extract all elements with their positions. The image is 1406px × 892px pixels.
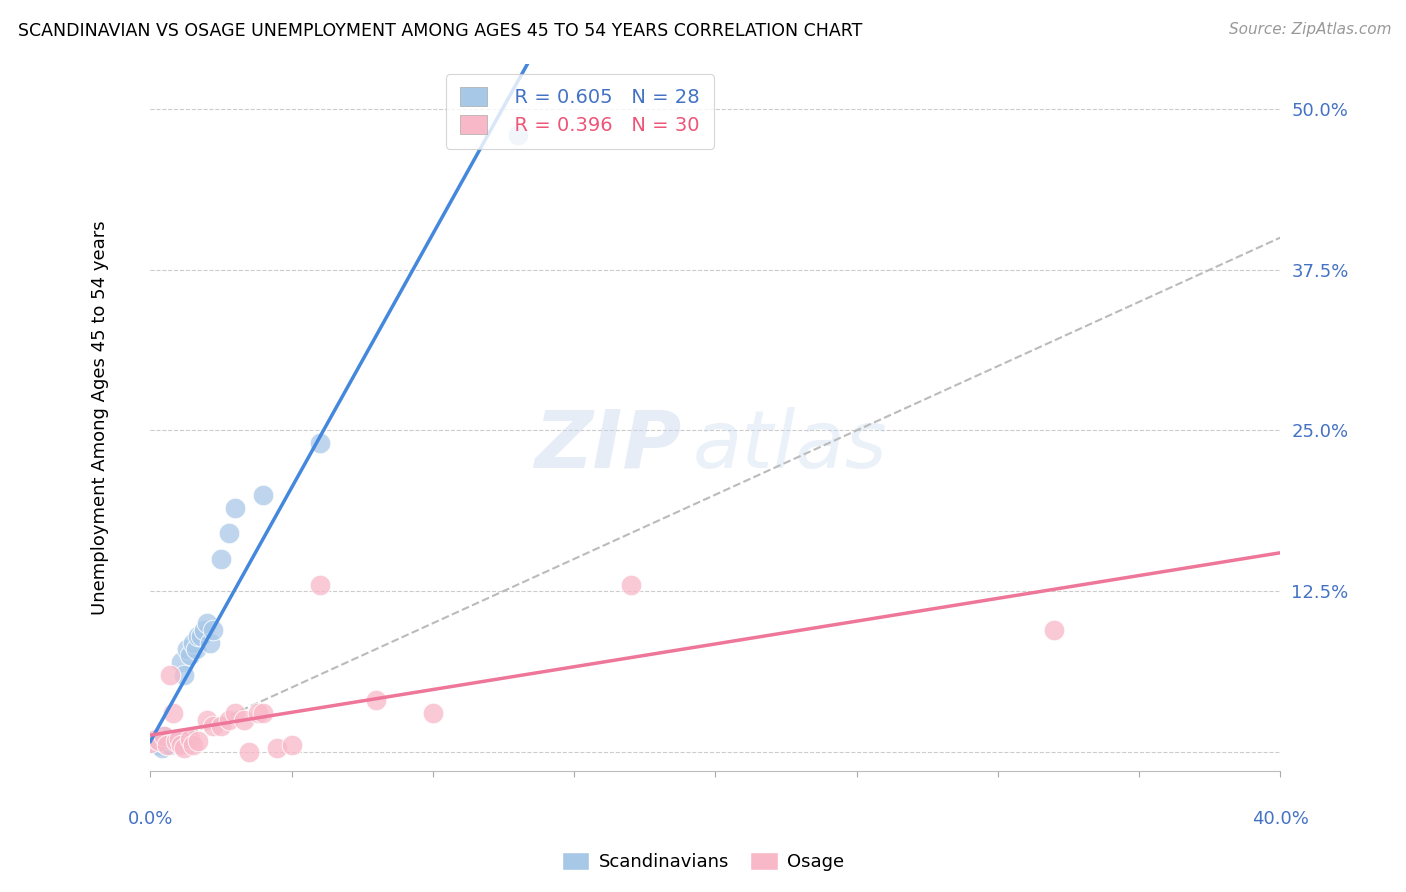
Point [145, 731, 167, 746]
Point [195, 713, 218, 727]
Point [198, 635, 221, 649]
Text: ZIP: ZIP [534, 407, 682, 485]
Point [195, 616, 218, 631]
Point [150, 740, 173, 755]
Point [170, 739, 193, 753]
Legend:   R = 0.605   N = 28,   R = 0.396   N = 30: R = 0.605 N = 28, R = 0.396 N = 30 [446, 74, 714, 149]
Point [246, 706, 269, 721]
Point [179, 731, 201, 746]
Point [181, 739, 204, 753]
Point [176, 642, 198, 657]
Point [218, 526, 240, 541]
Point [620, 577, 643, 591]
Point [280, 739, 302, 753]
Point [238, 745, 260, 759]
Point [156, 739, 179, 753]
Text: 0.0%: 0.0% [128, 810, 173, 828]
Point [1043, 623, 1066, 637]
Point [209, 552, 232, 566]
Point [153, 729, 176, 743]
Point [187, 629, 209, 643]
Point [165, 731, 187, 746]
Point [193, 623, 215, 637]
Point [366, 693, 388, 707]
Point [159, 667, 181, 681]
Point [148, 734, 170, 748]
Point [165, 734, 187, 748]
Point [224, 500, 246, 515]
Point [232, 713, 254, 727]
Point [187, 734, 209, 748]
Point [252, 488, 274, 502]
Point [252, 706, 274, 721]
Text: Unemployment Among Ages 45 to 54 years: Unemployment Among Ages 45 to 54 years [90, 220, 108, 615]
Point [173, 667, 195, 681]
Point [308, 436, 330, 450]
Point [167, 736, 190, 750]
Point [156, 737, 179, 751]
Point [173, 740, 195, 755]
Point [308, 577, 330, 591]
Point [139, 736, 162, 750]
Point [218, 713, 240, 727]
Point [148, 739, 170, 753]
Point [266, 740, 288, 755]
Point [153, 729, 176, 743]
Point [167, 731, 190, 746]
Legend: Scandinavians, Osage: Scandinavians, Osage [555, 846, 851, 879]
Point [201, 623, 224, 637]
Point [153, 736, 176, 750]
Point [190, 629, 212, 643]
Point [201, 719, 224, 733]
Point [181, 635, 204, 649]
Text: atlas: atlas [693, 407, 887, 485]
Point [162, 734, 184, 748]
Point [179, 648, 201, 663]
Point [159, 739, 181, 753]
Text: Source: ZipAtlas.com: Source: ZipAtlas.com [1229, 22, 1392, 37]
Point [184, 642, 207, 657]
Point [167, 731, 190, 746]
Point [209, 719, 232, 733]
Text: 40.0%: 40.0% [1251, 810, 1309, 828]
Point [170, 655, 193, 669]
Point [506, 128, 529, 142]
Point [422, 706, 444, 721]
Point [162, 706, 184, 721]
Point [224, 706, 246, 721]
Text: SCANDINAVIAN VS OSAGE UNEMPLOYMENT AMONG AGES 45 TO 54 YEARS CORRELATION CHART: SCANDINAVIAN VS OSAGE UNEMPLOYMENT AMONG… [18, 22, 863, 40]
